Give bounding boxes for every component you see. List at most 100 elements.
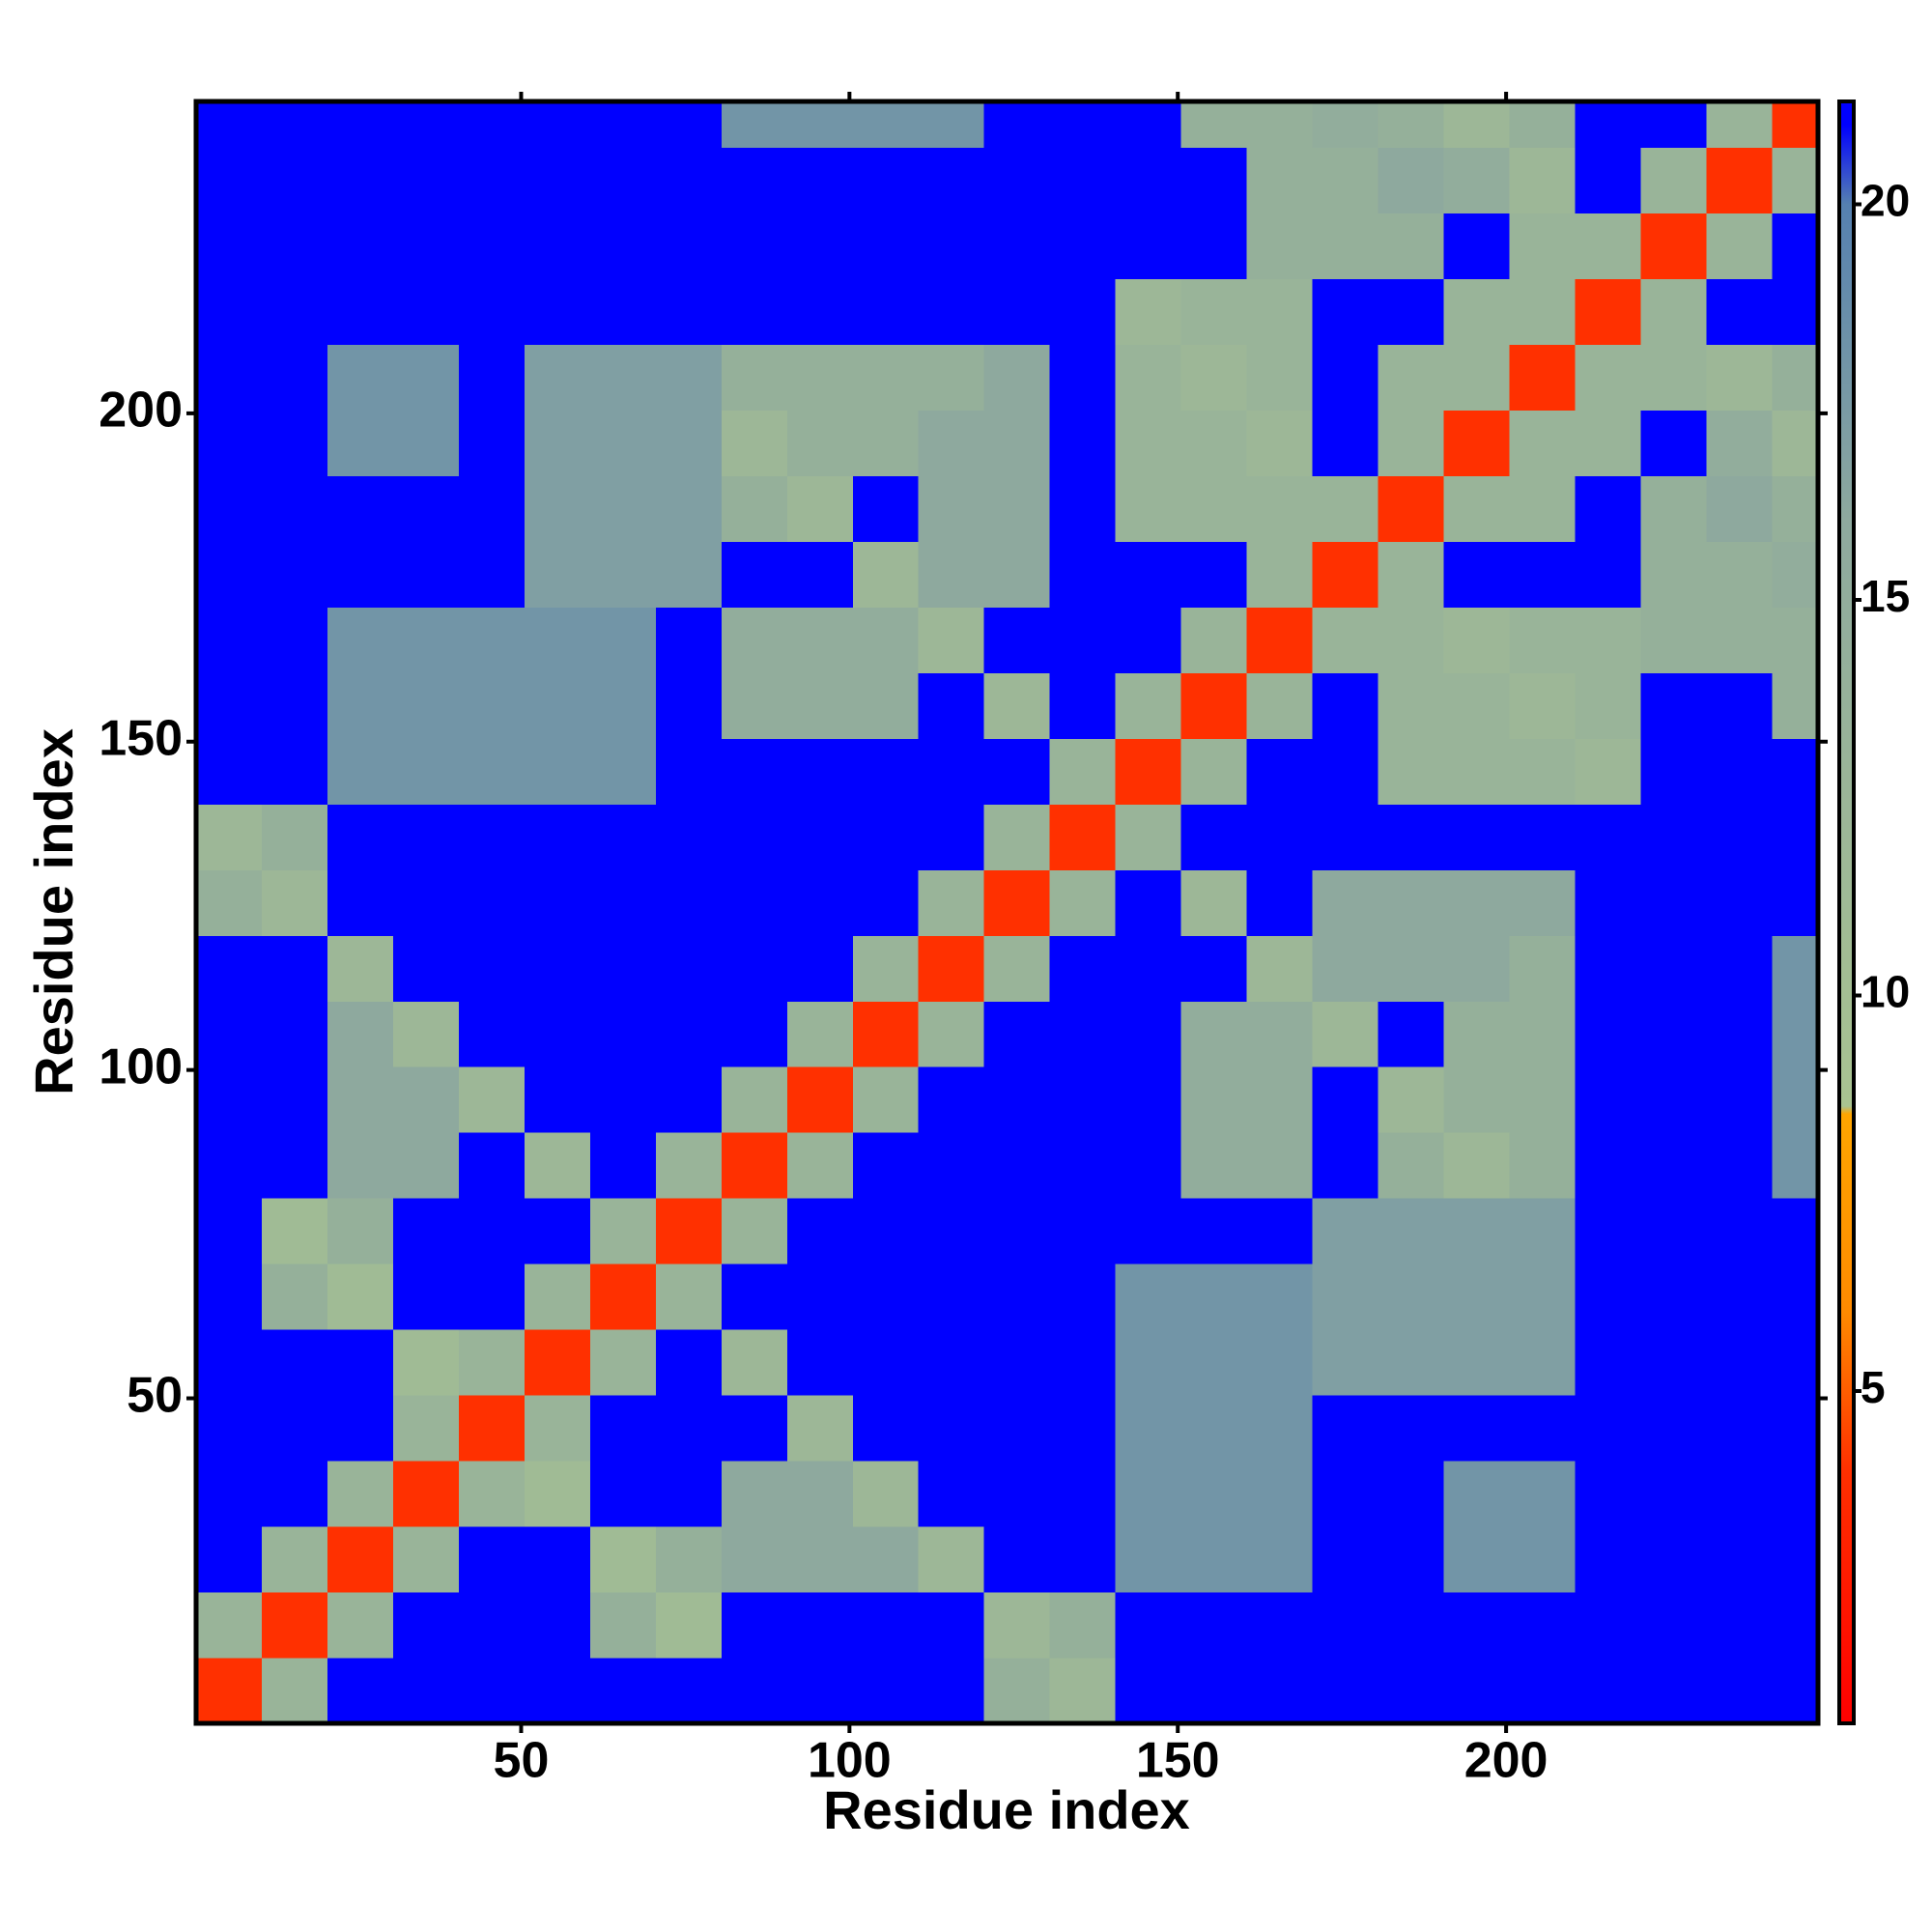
colorbar-tick-label: 15 [1861, 571, 1910, 621]
heatmap-cell [1312, 738, 1379, 805]
heatmap-cell [1706, 1066, 1773, 1133]
heatmap-cell [1246, 475, 1314, 542]
heatmap-cell [1312, 1526, 1379, 1593]
heatmap-cell [1640, 410, 1707, 476]
heatmap-cell [786, 1461, 854, 1527]
heatmap-cell [261, 475, 328, 542]
heatmap-cell [1115, 1066, 1182, 1133]
heatmap-cell [589, 738, 657, 805]
heatmap-cell [589, 147, 657, 214]
heatmap-cell [918, 1526, 985, 1593]
heatmap-cell [655, 1198, 723, 1264]
heatmap-cell [983, 1132, 1051, 1199]
heatmap-cell [458, 607, 526, 673]
heatmap-cell [589, 1132, 657, 1199]
heatmap-cell [1115, 475, 1182, 542]
heatmap-cell [1180, 278, 1248, 346]
heatmap-cell [1115, 1264, 1182, 1330]
heatmap-cell [524, 1658, 591, 1724]
heatmap-cell [1378, 475, 1445, 542]
heatmap-cell [1378, 1658, 1445, 1724]
heatmap-cell [721, 278, 788, 346]
axes: 50 100 150 200 50 100 150 200 5 10 15 20 [99, 92, 1910, 1789]
heatmap-cell [327, 1066, 394, 1133]
heatmap-cell [655, 475, 723, 542]
heatmap-cell [852, 738, 920, 805]
heatmap-cell [524, 1001, 591, 1067]
heatmap-cell [524, 1329, 591, 1396]
heatmap-cell [1115, 410, 1182, 476]
y-tick-label: 150 [99, 710, 183, 766]
heatmap-cell [524, 541, 591, 608]
heatmap-cell [1443, 672, 1511, 739]
heatmap-cell [392, 672, 460, 739]
heatmap-cell [1509, 1329, 1576, 1396]
heatmap-cell [786, 607, 854, 673]
heatmap-cell [1180, 607, 1248, 673]
heatmap-cell [1115, 1658, 1182, 1724]
heatmap-cell [327, 1001, 394, 1067]
heatmap-cell [655, 1461, 723, 1527]
heatmap-cell [655, 147, 723, 214]
heatmap-cell [655, 1066, 723, 1133]
heatmap-cell [261, 1526, 328, 1593]
heatmap-cell [261, 101, 328, 149]
heatmap-cell [1049, 869, 1117, 936]
heatmap-cell [524, 1461, 591, 1527]
heatmap-cell [852, 1198, 920, 1264]
heatmap-cell [458, 1395, 526, 1462]
heatmap-cell [458, 672, 526, 739]
heatmap-cell [918, 278, 985, 346]
heatmap-cell [1049, 1395, 1117, 1462]
heatmap-cell [261, 410, 328, 476]
heatmap-cell [1443, 607, 1511, 673]
heatmap-cell [1115, 1592, 1182, 1659]
heatmap-cell [655, 1658, 723, 1724]
heatmap-cell [918, 1395, 985, 1462]
heatmap-cell [524, 738, 591, 805]
heatmap-cell [1575, 1264, 1641, 1330]
heatmap-cell [327, 935, 394, 1002]
heatmap-cell [458, 1526, 526, 1593]
heatmap-cell [1706, 1264, 1773, 1330]
heatmap-cell [918, 1001, 985, 1067]
heatmap-cell [1706, 278, 1773, 346]
heatmap-cell [1443, 1395, 1511, 1462]
heatmap-cell [721, 1066, 788, 1133]
heatmap-cell [655, 804, 723, 870]
heatmap-cell [1443, 1132, 1511, 1199]
heatmap-cell [1772, 1395, 1819, 1462]
heatmap-cell [524, 1264, 591, 1330]
heatmap-cell [196, 1066, 263, 1133]
heatmap-cell [1509, 213, 1576, 280]
heatmap-cell [196, 344, 263, 411]
heatmap-cell [1640, 1132, 1707, 1199]
heatmap-cell [852, 344, 920, 411]
heatmap-cell [1115, 1526, 1182, 1593]
heatmap-cell [983, 935, 1051, 1002]
heatmap-cell [655, 869, 723, 936]
heatmap-cell [392, 1132, 460, 1199]
heatmap-cell [1246, 1526, 1314, 1593]
heatmap-cell [261, 278, 328, 346]
heatmap-cell [1049, 1329, 1117, 1396]
heatmap-cell [1443, 1461, 1511, 1527]
heatmap-cell [1772, 935, 1819, 1002]
heatmap-cell [983, 1592, 1051, 1659]
heatmap-cell [1049, 738, 1117, 805]
heatmap-cell [1312, 1395, 1379, 1462]
heatmap-cell [852, 935, 920, 1002]
heatmap-cell [721, 935, 788, 1002]
heatmap-cell [196, 1658, 263, 1724]
heatmap-cell [918, 935, 985, 1002]
heatmap-cell [1640, 475, 1707, 542]
heatmap-cell [918, 475, 985, 542]
heatmap-cell [1509, 1395, 1576, 1462]
heatmap-cell [1706, 607, 1773, 673]
heatmap-cell [589, 1264, 657, 1330]
heatmap-cell [196, 1132, 263, 1199]
heatmap-cell [1772, 278, 1819, 346]
heatmap-cell [1706, 738, 1773, 805]
heatmap-cell [1378, 1264, 1445, 1330]
heatmap-cell [1509, 1264, 1576, 1330]
